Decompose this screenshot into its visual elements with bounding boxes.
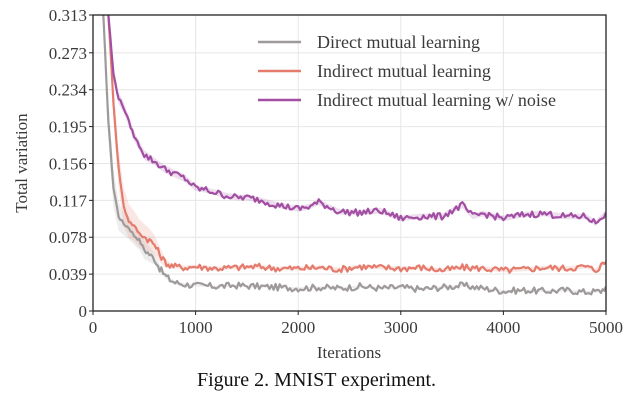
y-tick-label: 0.273 <box>49 44 87 63</box>
legend-label: Indirect mutual learning <box>317 61 491 81</box>
y-tick-label: 0.313 <box>49 6 87 25</box>
grid <box>93 15 606 311</box>
y-tick-label: 0.039 <box>49 265 87 284</box>
x-tick-label: 0 <box>89 318 98 337</box>
y-tick-label: 0.195 <box>49 118 87 137</box>
y-tick-label: 0.234 <box>49 81 88 100</box>
y-tick-label: 0.117 <box>49 191 87 210</box>
line-direct-mutual-learning <box>102 15 606 296</box>
y-axis-ticks: 0 0.039 0.078 0.117 0.156 0.195 0.234 0.273 0.31… <box>49 6 93 321</box>
x-tick-label: 1000 <box>179 318 213 337</box>
x-tick-label: 5000 <box>589 318 623 337</box>
x-tick-label: 2000 <box>281 318 315 337</box>
legend-label: Direct mutual learning <box>317 32 480 52</box>
y-axis-label: Total variation <box>12 113 31 213</box>
legend-item-indirect-mutual-learning-w-noise: Indirect mutual learning w/ noise <box>258 90 556 110</box>
x-axis-label: Iterations <box>317 343 381 362</box>
figure-caption: Figure 2. MNIST experiment. <box>196 369 437 391</box>
band-indirect-mutual-learning <box>108 15 606 273</box>
band-direct-mutual-learning <box>103 15 606 294</box>
line-indirect-mutual-learning <box>107 16 606 274</box>
x-tick-label: 4000 <box>486 318 520 337</box>
legend-label: Indirect mutual learning w/ noise <box>317 90 556 110</box>
chart: 0 0.039 0.078 0.117 0.156 0.195 0.234 0.273 0.31… <box>12 6 623 362</box>
legend-item-direct-mutual-learning: Direct mutual learning <box>258 32 480 52</box>
y-tick-label: 0 <box>79 302 88 321</box>
legend-item-indirect-mutual-learning: Indirect mutual learning <box>258 61 491 81</box>
confidence-bands <box>103 15 606 294</box>
x-tick-label: 3000 <box>384 318 418 337</box>
line-indirect-mutual-learning-w-noise <box>107 15 606 225</box>
legend: Direct mutual learning Indirect mutual le… <box>258 32 556 110</box>
y-tick-label: 0.078 <box>49 228 87 247</box>
x-axis-ticks: 0 1000 2000 3000 4000 5000 <box>89 311 623 337</box>
series-lines <box>102 15 606 296</box>
y-tick-label: 0.156 <box>49 154 87 173</box>
